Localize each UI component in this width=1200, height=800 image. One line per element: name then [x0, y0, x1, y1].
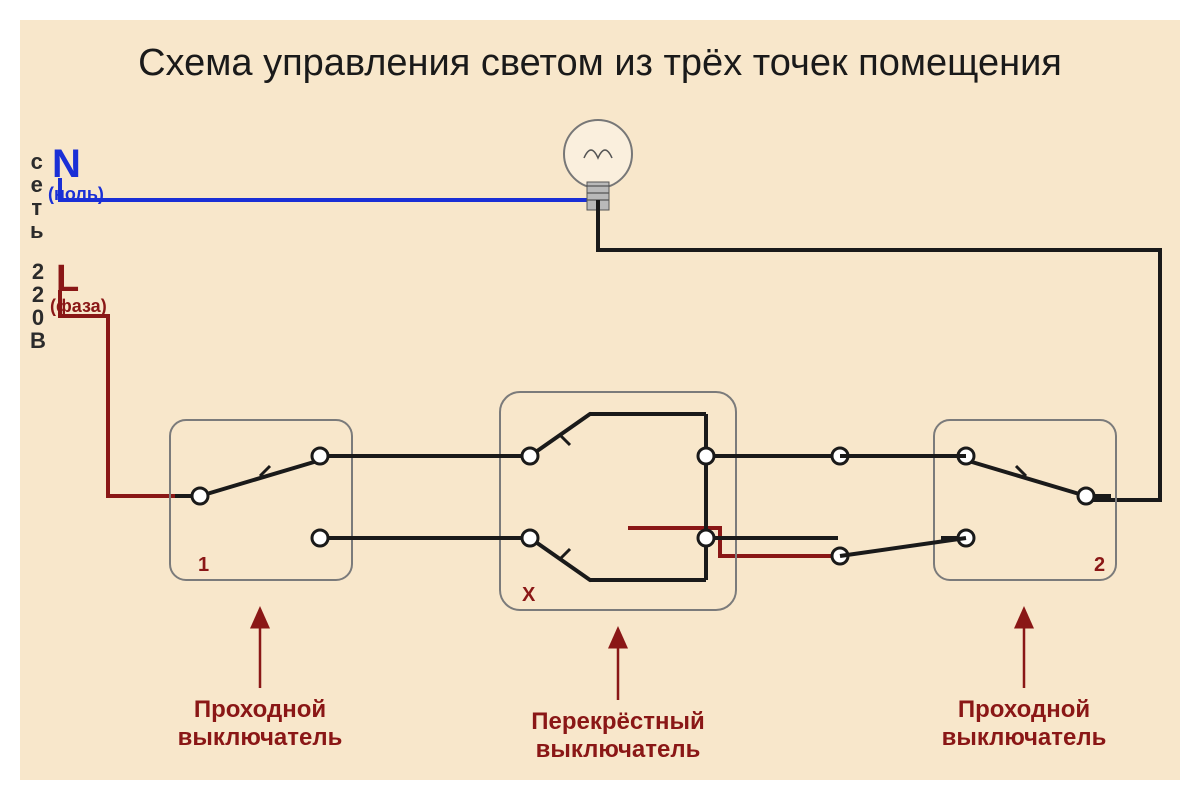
switch-caption: Перекрёстныйвыключатель: [498, 708, 738, 763]
switch-caption: Проходнойвыключатель: [904, 696, 1144, 751]
box-index: 2: [1094, 554, 1105, 577]
wiring-svg: [0, 0, 1200, 800]
live-sublabel: (фаза): [50, 296, 107, 317]
neutral-symbol: N: [52, 142, 81, 187]
diagram-canvas: Схема управления светом из трёх точек по…: [0, 0, 1200, 800]
box-index: 1: [198, 554, 209, 577]
mains-label-set: сеть: [30, 150, 44, 242]
diagram-title: Схема управления светом из трёх точек по…: [0, 42, 1200, 85]
switch-caption: Проходнойвыключатель: [140, 696, 380, 751]
mains-label-220v: 220В: [30, 260, 46, 352]
box-index: X: [522, 584, 535, 607]
live-symbol: L: [56, 258, 79, 301]
neutral-sublabel: (ноль): [48, 184, 104, 205]
